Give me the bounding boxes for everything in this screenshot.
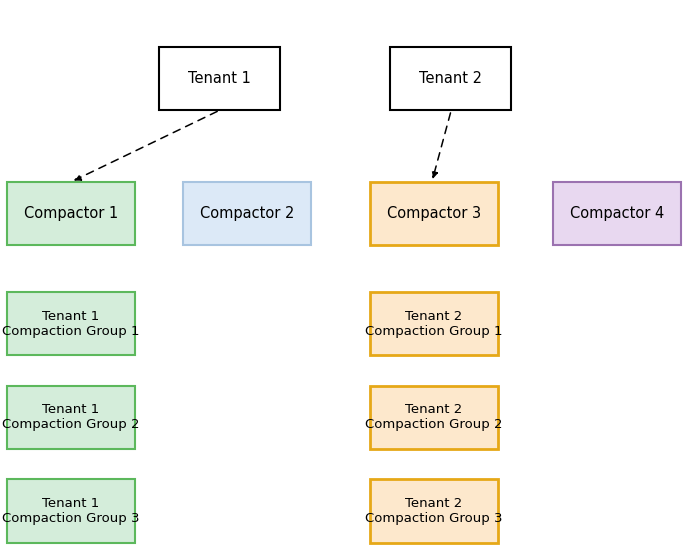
FancyBboxPatch shape [390, 47, 511, 110]
FancyBboxPatch shape [159, 47, 280, 110]
Text: Compactor 1: Compactor 1 [23, 206, 118, 221]
FancyBboxPatch shape [370, 386, 498, 449]
Text: Tenant 2: Tenant 2 [419, 71, 482, 86]
Text: Compactor 2: Compactor 2 [200, 206, 294, 221]
FancyBboxPatch shape [7, 292, 135, 355]
Text: Tenant 2
Compaction Group 3: Tenant 2 Compaction Group 3 [365, 497, 502, 525]
FancyBboxPatch shape [7, 479, 135, 543]
FancyBboxPatch shape [370, 479, 498, 543]
FancyBboxPatch shape [370, 292, 498, 355]
Text: Tenant 1
Compaction Group 3: Tenant 1 Compaction Group 3 [2, 497, 140, 525]
FancyBboxPatch shape [553, 182, 681, 245]
FancyBboxPatch shape [7, 182, 135, 245]
Text: Tenant 2
Compaction Group 1: Tenant 2 Compaction Group 1 [365, 310, 502, 338]
FancyBboxPatch shape [183, 182, 311, 245]
Text: Tenant 1
Compaction Group 2: Tenant 1 Compaction Group 2 [2, 403, 140, 431]
FancyBboxPatch shape [370, 182, 498, 245]
Text: Compactor 3: Compactor 3 [386, 206, 481, 221]
Text: Tenant 2
Compaction Group 2: Tenant 2 Compaction Group 2 [365, 403, 502, 431]
FancyBboxPatch shape [7, 386, 135, 449]
Text: Compactor 4: Compactor 4 [569, 206, 664, 221]
Text: Tenant 1
Compaction Group 1: Tenant 1 Compaction Group 1 [2, 310, 140, 338]
Text: Tenant 1: Tenant 1 [188, 71, 251, 86]
